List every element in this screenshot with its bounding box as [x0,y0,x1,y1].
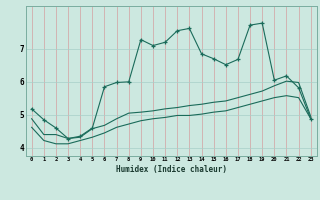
X-axis label: Humidex (Indice chaleur): Humidex (Indice chaleur) [116,165,227,174]
